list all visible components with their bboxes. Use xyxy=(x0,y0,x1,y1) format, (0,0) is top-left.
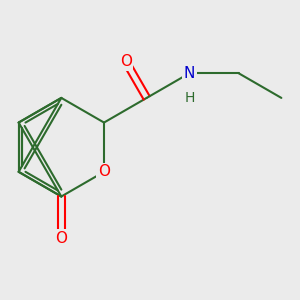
Text: N: N xyxy=(184,66,195,81)
Text: O: O xyxy=(98,164,110,179)
Text: O: O xyxy=(120,54,132,69)
Text: H: H xyxy=(184,91,195,105)
Text: O: O xyxy=(55,231,67,246)
